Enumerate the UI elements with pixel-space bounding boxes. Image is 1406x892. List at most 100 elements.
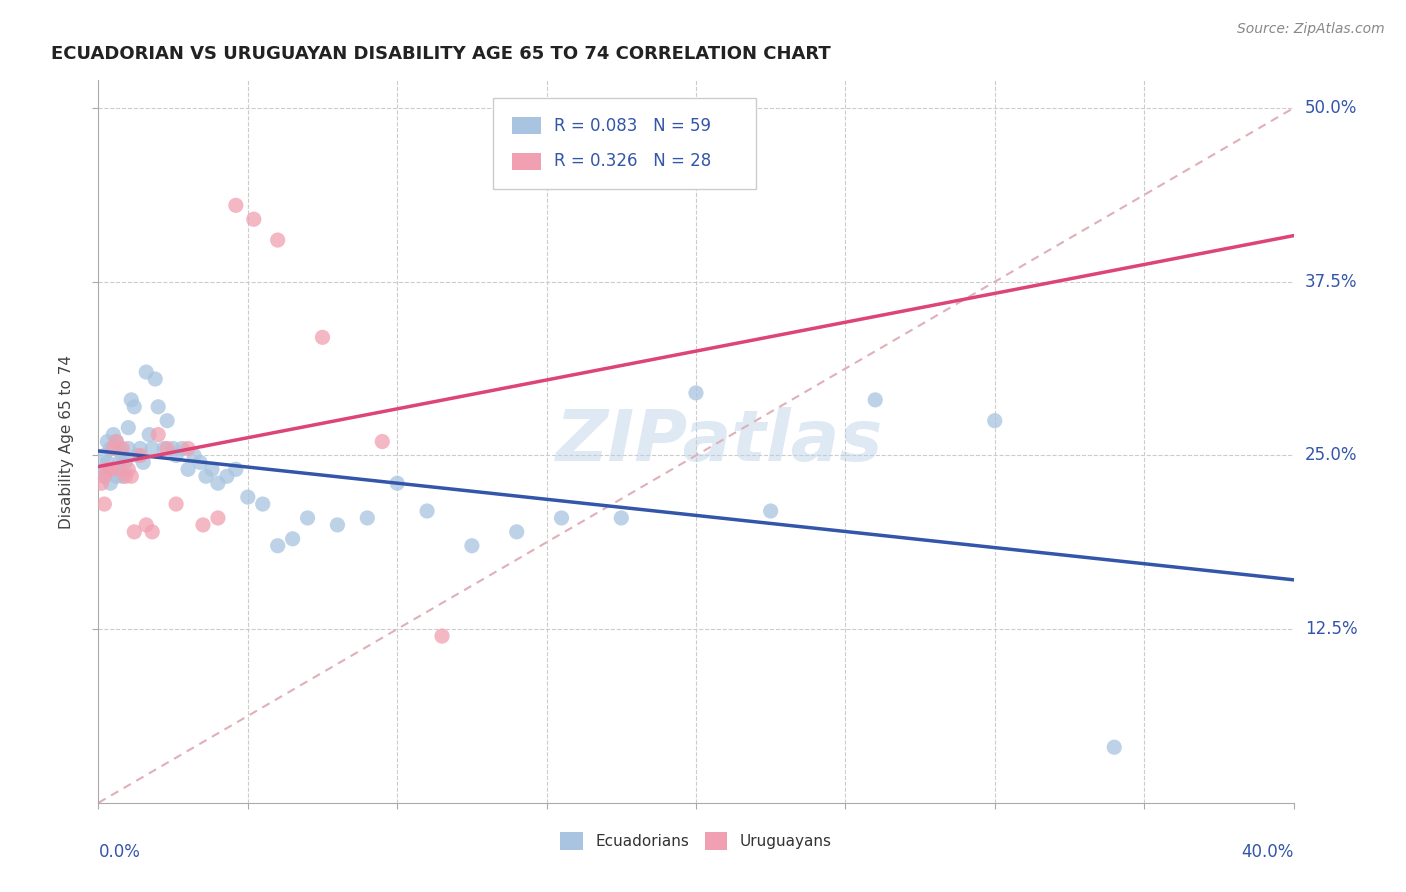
Point: [105, 434, 128, 449]
Point: [153, 442, 176, 456]
Text: 0.0%: 0.0%: [98, 843, 141, 861]
Point: [281, 532, 304, 546]
Point: [124, 524, 146, 539]
Point: [135, 517, 157, 532]
Text: 50.0%: 50.0%: [1305, 99, 1357, 117]
Point: [207, 511, 229, 525]
Point: [103, 442, 125, 456]
Point: [183, 449, 205, 463]
Point: [177, 462, 200, 476]
Point: [162, 442, 184, 456]
Legend: Ecuadorians, Uruguayans: Ecuadorians, Uruguayans: [554, 826, 838, 856]
Point: [96, 462, 118, 476]
Point: [93, 497, 115, 511]
Point: [129, 449, 152, 463]
Point: [138, 427, 160, 442]
Point: [96, 455, 118, 469]
Point: [141, 442, 163, 456]
Text: ZIPatlas: ZIPatlas: [557, 407, 883, 476]
Text: ECUADORIAN VS URUGUAYAN DISABILITY AGE 65 TO 74 CORRELATION CHART: ECUADORIAN VS URUGUAYAN DISABILITY AGE 6…: [51, 45, 831, 63]
Point: [135, 365, 157, 379]
Point: [98, 462, 122, 476]
Point: [356, 511, 378, 525]
Point: [165, 497, 187, 511]
FancyBboxPatch shape: [512, 153, 541, 169]
Point: [120, 469, 142, 483]
Point: [93, 469, 115, 483]
Point: [326, 517, 349, 532]
Point: [506, 524, 529, 539]
Point: [148, 427, 170, 442]
Point: [550, 511, 572, 525]
Text: 25.0%: 25.0%: [1305, 446, 1357, 465]
Point: [311, 330, 333, 344]
Point: [267, 539, 290, 553]
Point: [127, 449, 149, 463]
Point: [98, 442, 122, 456]
Point: [90, 462, 112, 476]
Point: [114, 469, 136, 483]
Point: [105, 434, 128, 449]
Point: [124, 400, 146, 414]
Point: [416, 504, 439, 518]
Point: [129, 442, 152, 456]
Point: [93, 449, 115, 463]
Point: [93, 469, 115, 483]
Point: [156, 442, 179, 456]
Point: [172, 442, 194, 456]
Text: Source: ZipAtlas.com: Source: ZipAtlas.com: [1237, 22, 1385, 37]
Point: [385, 476, 409, 491]
Point: [215, 469, 238, 483]
Point: [120, 392, 142, 407]
Point: [610, 511, 633, 525]
Point: [114, 455, 136, 469]
Point: [117, 420, 139, 434]
Text: R = 0.083   N = 59: R = 0.083 N = 59: [554, 117, 711, 135]
Point: [685, 385, 707, 400]
Point: [177, 442, 200, 456]
Point: [225, 462, 247, 476]
Point: [111, 469, 134, 483]
Point: [236, 490, 259, 504]
Point: [759, 504, 782, 518]
Point: [430, 629, 453, 643]
Text: R = 0.326   N = 28: R = 0.326 N = 28: [554, 153, 711, 170]
Point: [207, 476, 229, 491]
Point: [148, 400, 170, 414]
Point: [165, 449, 187, 463]
Point: [267, 233, 290, 247]
Point: [103, 462, 125, 476]
Point: [108, 462, 131, 476]
Text: 12.5%: 12.5%: [1305, 620, 1357, 638]
Point: [195, 469, 218, 483]
Point: [243, 212, 266, 227]
Point: [201, 462, 224, 476]
Point: [371, 434, 394, 449]
Point: [252, 497, 274, 511]
Point: [461, 539, 484, 553]
Point: [225, 198, 247, 212]
Point: [143, 372, 166, 386]
Point: [191, 517, 214, 532]
Point: [108, 442, 131, 456]
Point: [132, 455, 155, 469]
Y-axis label: Disability Age 65 to 74: Disability Age 65 to 74: [59, 354, 75, 529]
Point: [105, 469, 128, 483]
Point: [1104, 740, 1126, 755]
Point: [90, 476, 112, 491]
FancyBboxPatch shape: [512, 117, 541, 135]
Point: [141, 524, 163, 539]
Point: [111, 442, 134, 456]
Point: [117, 442, 139, 456]
Point: [156, 414, 179, 428]
Text: 40.0%: 40.0%: [1241, 843, 1294, 861]
Point: [103, 427, 125, 442]
Point: [188, 455, 211, 469]
FancyBboxPatch shape: [494, 98, 756, 189]
Point: [984, 414, 1007, 428]
Point: [117, 462, 139, 476]
Point: [111, 449, 134, 463]
Point: [108, 455, 131, 469]
Point: [865, 392, 887, 407]
Point: [96, 434, 118, 449]
